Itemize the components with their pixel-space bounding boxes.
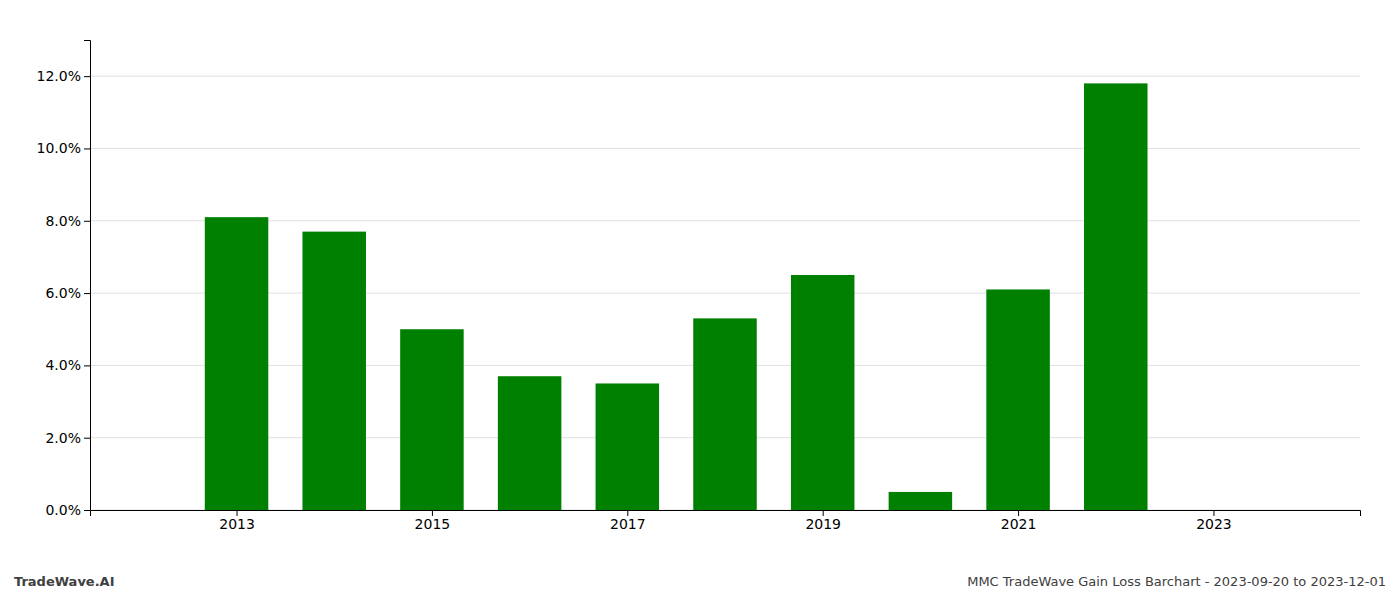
bar: [205, 217, 269, 510]
x-tick: 2019: [805, 510, 841, 532]
grid-line: [90, 220, 1360, 221]
x-tick: 2021: [1001, 510, 1037, 532]
bar: [791, 275, 855, 510]
y-tick: 12.0%: [37, 68, 90, 84]
bar: [400, 329, 464, 510]
tick-label: 6.0%: [45, 285, 81, 301]
bar: [986, 289, 1050, 510]
bar: [693, 318, 757, 510]
y-axis: 0.0% 2.0% 4.0% 6.0% 8.0% 10.0% 12.0%: [37, 41, 91, 518]
tick-mark: [84, 76, 90, 77]
y-tick: 10.0%: [37, 140, 90, 156]
grid-line: [90, 148, 1360, 149]
bar: [1084, 83, 1148, 510]
grid-line: [90, 76, 1360, 77]
tick-label: 2.0%: [45, 430, 81, 446]
plot: 2013 2015 2017 2019 2021 2023 0.0% 2.0% 4.0% 6.0%…: [37, 41, 1361, 532]
tick-label: 2015: [415, 516, 451, 532]
x-tick: 2013: [219, 510, 255, 532]
y-tick: 4.0%: [45, 357, 90, 373]
tick-label: 0.0%: [45, 502, 81, 518]
tick-label: 2023: [1196, 516, 1232, 532]
bar: [596, 383, 660, 510]
tick-label: 4.0%: [45, 357, 81, 373]
tick-label: 2019: [805, 516, 841, 532]
axis-line: [91, 511, 1361, 517]
bar: [889, 492, 953, 510]
bars: [205, 83, 1148, 510]
x-tick: 2023: [1196, 510, 1232, 532]
tick-mark: [84, 365, 90, 366]
x-tick: 2015: [415, 510, 451, 532]
tick-mark: [84, 293, 90, 294]
tick-label: 2017: [610, 516, 646, 532]
grid: [90, 76, 1360, 510]
tick-label: 2021: [1001, 516, 1037, 532]
y-tick: 8.0%: [45, 213, 90, 229]
x-tick: 2017: [610, 510, 646, 532]
footer-text: MMC TradeWave Gain Loss Barchart - 2023-…: [967, 574, 1386, 589]
axis-line: [84, 41, 91, 511]
tick-label: 2013: [219, 516, 255, 532]
chart: 2013 2015 2017 2019 2021 2023 0.0% 2.0% 4.0% 6.0%…: [0, 0, 1400, 600]
tick-label: 8.0%: [45, 213, 81, 229]
y-tick: 6.0%: [45, 285, 90, 301]
y-tick: 0.0%: [45, 502, 90, 518]
tick-mark: [84, 148, 90, 149]
tick-mark: [84, 510, 90, 511]
tick-label: 10.0%: [37, 140, 81, 156]
grid-line: [90, 293, 1360, 294]
tick-mark: [84, 438, 90, 439]
footer-text: TradeWave.AI: [14, 574, 115, 589]
bar: [302, 232, 366, 510]
tick-mark: [84, 221, 90, 222]
tick-label: 12.0%: [37, 68, 81, 84]
y-tick: 2.0%: [45, 430, 90, 446]
x-axis: 2013 2015 2017 2019 2021 2023: [91, 510, 1361, 532]
bar: [498, 376, 561, 510]
